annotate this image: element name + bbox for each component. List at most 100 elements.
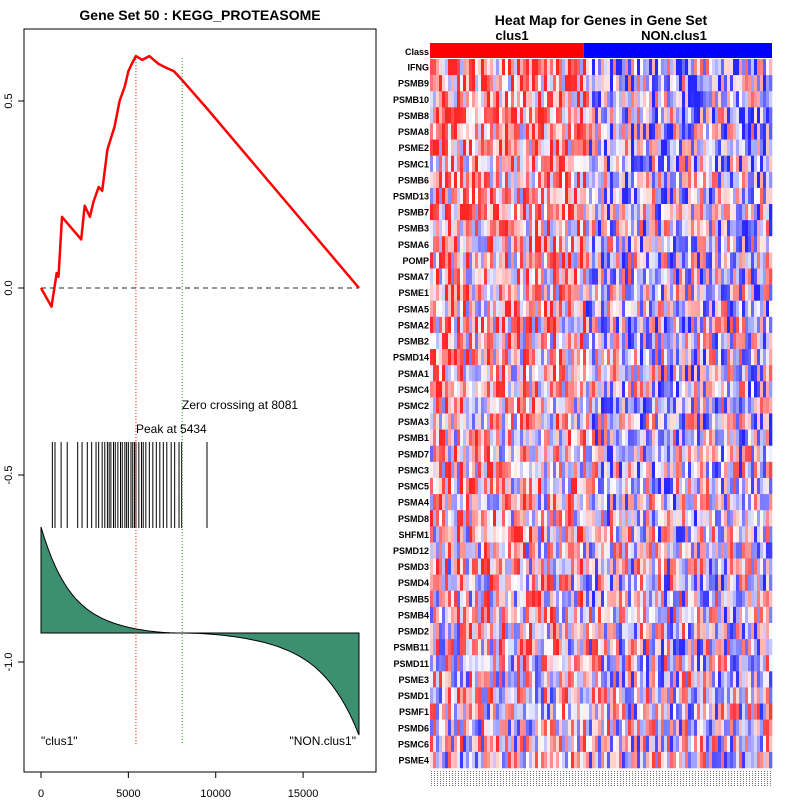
heatmap-cell bbox=[562, 300, 566, 318]
heatmap-cell bbox=[628, 187, 632, 205]
heatmap-cell bbox=[514, 91, 518, 108]
heatmap-cell bbox=[634, 155, 638, 173]
heatmap-cell bbox=[685, 59, 689, 76]
heatmap-cell bbox=[706, 719, 710, 737]
heatmap-cell bbox=[646, 187, 650, 205]
heatmap-cell bbox=[676, 510, 680, 527]
heatmap-cell bbox=[631, 687, 635, 704]
heatmap-cell bbox=[766, 91, 770, 108]
heatmap-cell bbox=[568, 461, 572, 479]
heatmap-cell bbox=[589, 397, 593, 414]
heatmap-cell bbox=[748, 123, 752, 140]
peak-label: Peak at 5434 bbox=[136, 422, 207, 436]
heatmap-cell bbox=[679, 155, 683, 173]
heatmap-cell bbox=[661, 284, 665, 301]
heatmap-cell bbox=[613, 413, 617, 430]
heatmap-cell bbox=[445, 622, 449, 640]
heatmap-cell bbox=[451, 236, 455, 253]
heatmap-cell bbox=[694, 381, 698, 398]
heatmap-cell bbox=[556, 252, 560, 269]
heatmap-cell bbox=[574, 381, 578, 398]
heatmap-cell bbox=[565, 236, 569, 253]
heatmap-cell bbox=[616, 542, 620, 559]
heatmap-cell bbox=[661, 703, 665, 720]
heatmap-cell bbox=[742, 590, 746, 608]
heatmap-cell bbox=[604, 349, 608, 366]
heatmap-cell bbox=[760, 494, 764, 511]
heatmap-cell bbox=[484, 107, 488, 124]
heatmap-cell bbox=[511, 220, 515, 237]
y-tick-label: 0.5 bbox=[3, 93, 15, 108]
heatmap-cell bbox=[568, 349, 572, 366]
heatmap-cell bbox=[562, 75, 566, 92]
heatmap-cell bbox=[697, 510, 701, 527]
heatmap-cell bbox=[604, 155, 608, 173]
heatmap-cell bbox=[745, 268, 749, 285]
heatmap-cell bbox=[757, 236, 761, 253]
heatmap-cell bbox=[445, 445, 449, 463]
heatmap-cell bbox=[583, 187, 587, 205]
heatmap-cell bbox=[505, 284, 509, 301]
heatmap-cell bbox=[682, 75, 686, 92]
heatmap-cell bbox=[670, 622, 674, 640]
heatmap-cell bbox=[607, 413, 611, 430]
heatmap-cell bbox=[502, 204, 506, 221]
heatmap-cell bbox=[529, 316, 533, 334]
heatmap-cell bbox=[442, 639, 446, 656]
heatmap-cell bbox=[541, 397, 545, 414]
heatmap-cell bbox=[538, 381, 542, 398]
heatmap-cell bbox=[733, 558, 737, 575]
heatmap-cell bbox=[718, 703, 722, 720]
heatmap-cell bbox=[646, 526, 650, 543]
heatmap-cell bbox=[706, 349, 710, 366]
heatmap-cell bbox=[484, 622, 488, 640]
heatmap-cell bbox=[691, 639, 695, 656]
heatmap-cell bbox=[451, 107, 455, 124]
heatmap-cell bbox=[487, 671, 491, 688]
heatmap-cell bbox=[706, 494, 710, 511]
heatmap-cell bbox=[442, 413, 446, 430]
heatmap-cell bbox=[757, 526, 761, 543]
heatmap-cell bbox=[631, 655, 635, 672]
heatmap-cell bbox=[556, 220, 560, 237]
heatmap-cell bbox=[445, 220, 449, 237]
heatmap-cell bbox=[517, 300, 521, 318]
heatmap-cell bbox=[478, 349, 482, 366]
heatmap-cell bbox=[547, 477, 551, 495]
heatmap-cell bbox=[709, 558, 713, 575]
heatmap-cell bbox=[673, 365, 677, 382]
heatmap-cell bbox=[631, 558, 635, 575]
heatmap-cell bbox=[535, 123, 539, 140]
heatmap-cell bbox=[622, 220, 626, 237]
heatmap-cell bbox=[694, 445, 698, 463]
heatmap-cell bbox=[664, 316, 668, 334]
heatmap-cell bbox=[472, 59, 476, 76]
heatmap-cell bbox=[520, 622, 524, 640]
heatmap-cell bbox=[517, 429, 521, 447]
heatmap-cell bbox=[667, 349, 671, 366]
heatmap-cell bbox=[463, 155, 467, 173]
heatmap-cell bbox=[493, 574, 497, 592]
heatmap-cell bbox=[433, 300, 437, 318]
heatmap-cell bbox=[769, 349, 773, 366]
heatmap-cell bbox=[517, 123, 521, 140]
heatmap-cell bbox=[487, 445, 491, 463]
heatmap-cell bbox=[685, 703, 689, 720]
heatmap-cell bbox=[754, 719, 758, 737]
heatmap-cell bbox=[769, 155, 773, 173]
heatmap-cell bbox=[508, 316, 512, 334]
heatmap-cell bbox=[523, 558, 527, 575]
heatmap-cell bbox=[466, 461, 470, 479]
heatmap-cell bbox=[712, 655, 716, 672]
heatmap-cell bbox=[736, 429, 740, 447]
heatmap-cell bbox=[643, 494, 647, 511]
heatmap-cell bbox=[724, 381, 728, 398]
enrichment-plot-title: Gene Set 50 : KEGG_PROTEASOME bbox=[79, 7, 320, 23]
heatmap-cell bbox=[688, 171, 692, 189]
heatmap-cell bbox=[526, 332, 530, 350]
heatmap-cell bbox=[724, 574, 728, 592]
heatmap-cell bbox=[664, 75, 668, 92]
heatmap-cell bbox=[517, 236, 521, 253]
heatmap-cell bbox=[721, 622, 725, 640]
heatmap-cell bbox=[751, 236, 755, 253]
